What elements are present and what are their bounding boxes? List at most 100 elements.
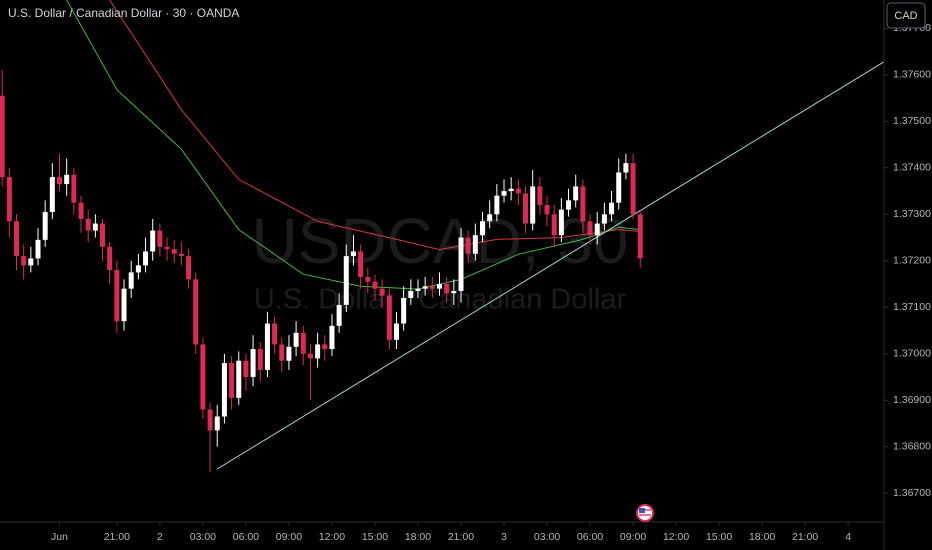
candle-body <box>429 286 435 289</box>
candle-body <box>637 214 643 259</box>
candle-body <box>229 363 235 398</box>
candle-body <box>573 186 579 201</box>
candle-body <box>444 284 450 294</box>
candle-body <box>558 209 564 236</box>
candle-body <box>379 288 385 296</box>
x-tick-label: 18:00 <box>749 531 775 543</box>
candle-body <box>365 277 371 282</box>
candle-body <box>401 297 407 324</box>
candle-body <box>92 223 98 231</box>
candle-body <box>580 186 586 222</box>
x-tick-label: 15:00 <box>362 531 388 543</box>
candle-body <box>121 288 127 322</box>
candle-body <box>64 174 70 185</box>
candle-body <box>78 202 84 219</box>
candle-body <box>315 344 321 359</box>
candle-body <box>85 218 91 231</box>
candle-body <box>186 256 192 280</box>
y-tick-label: 1.37500 <box>893 115 931 127</box>
x-tick-label: 2 <box>157 531 163 543</box>
moving-average-line <box>66 0 641 290</box>
candle-body <box>623 163 629 173</box>
y-tick-label: 1.37300 <box>893 208 931 220</box>
candle-body <box>609 202 615 215</box>
event-flag[interactable] <box>636 504 654 522</box>
candle-body <box>114 270 120 322</box>
x-tick-label: Jun <box>51 531 68 543</box>
candle-body <box>21 256 27 266</box>
candle-body <box>537 186 543 205</box>
candle-body <box>107 246 113 271</box>
y-tick-label: 1.36700 <box>893 487 931 499</box>
candle-body <box>594 223 600 236</box>
y-tick-label: 1.37000 <box>893 348 931 360</box>
candle-body <box>544 204 550 215</box>
x-tick-label: 03:00 <box>190 531 216 543</box>
candle-body <box>71 174 77 203</box>
x-tick-label: 4 <box>845 531 851 543</box>
candle-body <box>164 246 170 250</box>
y-tick-label: 1.37100 <box>893 301 931 313</box>
x-tick-label: 12:00 <box>663 531 689 543</box>
candle-body <box>57 177 63 185</box>
candle-body <box>530 186 536 224</box>
candle-body <box>508 188 514 192</box>
candle-body <box>157 230 163 247</box>
candle-body <box>150 230 156 252</box>
candle-body <box>100 223 106 247</box>
axes: 1.36700 1.36800 1.36900 1.37000 1.37100 1.372… <box>51 22 931 543</box>
candle-body <box>250 349 256 377</box>
y-tick-label: 1.36900 <box>893 394 931 406</box>
watermark-symbol: USDCAD, 30 <box>252 205 629 277</box>
candle-body <box>264 323 270 371</box>
watermark: USDCAD, 30 U.S. Dollar / Canadian Dollar <box>252 205 629 316</box>
candle-body <box>272 323 278 345</box>
candle-body <box>472 235 478 254</box>
candle-body <box>286 346 292 361</box>
chart-title: U.S. Dollar / Canadian Dollar · 30 · OAN… <box>8 6 239 20</box>
x-tick-label: 09:00 <box>620 531 646 543</box>
currency-label[interactable]: CAD <box>894 10 917 22</box>
y-tick-label: 1.37400 <box>893 162 931 174</box>
candle-body <box>193 279 199 345</box>
candle-body <box>487 214 493 222</box>
candle-body <box>523 193 529 224</box>
x-tick-label: 06:00 <box>577 531 603 543</box>
candle-body <box>13 221 19 257</box>
candle-body <box>329 325 335 350</box>
x-tick-label: 03:00 <box>534 531 560 543</box>
candle-body <box>408 290 414 298</box>
candle-body <box>300 332 306 354</box>
x-tick-label: 21:00 <box>104 531 130 543</box>
x-tick-label: 21:00 <box>448 531 474 543</box>
x-tick-label: 21:00 <box>792 531 818 543</box>
candle-body <box>616 172 622 203</box>
candle-body <box>601 214 607 224</box>
currency-button[interactable]: CAD <box>886 2 926 29</box>
candle-body <box>551 214 557 236</box>
candle-body <box>336 304 342 326</box>
candle-body <box>279 344 285 361</box>
candle-body <box>178 253 184 257</box>
candle-body <box>386 295 392 340</box>
candle-body <box>566 200 572 210</box>
x-tick-label: 06:00 <box>233 531 259 543</box>
x-tick-label: 12:00 <box>319 531 345 543</box>
candle-body <box>422 286 428 289</box>
candle-body <box>436 284 442 289</box>
y-tick-label: 1.37200 <box>893 255 931 267</box>
x-tick-label: 09:00 <box>276 531 302 543</box>
candle-body <box>42 211 48 240</box>
candle-body <box>415 288 421 291</box>
currency-button-frame[interactable] <box>886 2 926 29</box>
candle-body <box>207 409 213 431</box>
candle-body <box>171 249 177 254</box>
flag-canton <box>639 508 645 513</box>
candle-body <box>143 251 149 266</box>
candle-body <box>350 251 356 257</box>
candle-body <box>0 95 5 178</box>
plot-area <box>0 0 885 473</box>
candle-body <box>587 221 593 236</box>
